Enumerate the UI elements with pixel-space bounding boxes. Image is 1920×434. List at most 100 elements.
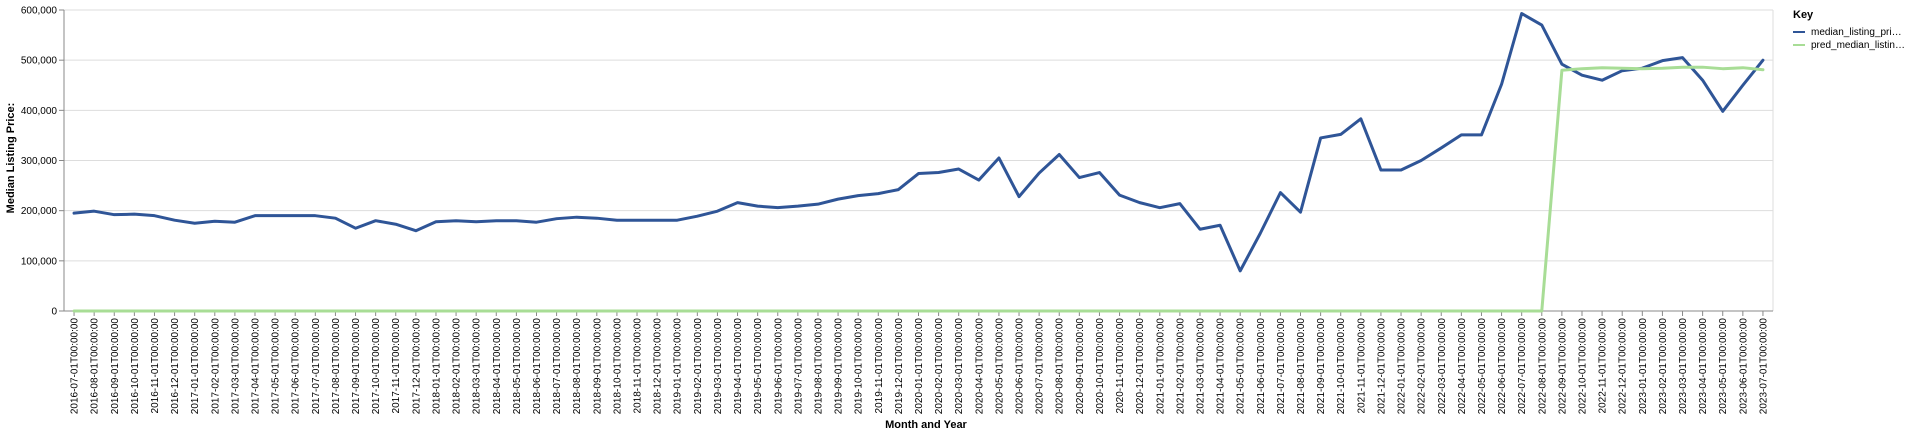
data-point-median [1560, 62, 1564, 66]
x-tick-label: 2017-09-01T00:00:00 [351, 318, 362, 415]
x-tick-label: 2018-09-01T00:00:00 [592, 318, 603, 415]
data-point-median [72, 211, 76, 215]
data-point-pred [253, 309, 257, 313]
data-point-pred [1037, 309, 1041, 313]
y-tick-label: 400,000 [21, 106, 58, 117]
data-point-pred [635, 309, 639, 313]
data-point-median [374, 219, 378, 223]
data-point-median [1479, 133, 1483, 137]
x-tick-label: 2022-12-01T00:00:00 [1618, 318, 1629, 415]
y-tick-label: 300,000 [21, 156, 58, 167]
data-point-pred [555, 309, 559, 313]
data-point-pred [595, 309, 599, 313]
data-point-median [1459, 133, 1463, 137]
data-point-pred [1118, 309, 1122, 313]
x-tick-label: 2019-09-01T00:00:00 [834, 318, 845, 415]
data-point-median [1379, 168, 1383, 172]
data-point-median [414, 229, 418, 233]
data-point-pred [213, 309, 217, 313]
data-point-pred [173, 309, 177, 313]
data-point-median [1037, 171, 1041, 175]
data-point-median [856, 194, 860, 198]
x-tick-label: 2022-03-01T00:00:00 [1437, 318, 1448, 415]
data-point-median [655, 218, 659, 222]
data-point-median [253, 214, 257, 218]
data-point-pred [1459, 309, 1463, 313]
data-point-median [1218, 223, 1222, 227]
data-point-median [575, 215, 579, 219]
data-point-pred [1339, 309, 1343, 313]
data-point-pred [72, 309, 76, 313]
x-tick-label: 2022-06-01T00:00:00 [1497, 318, 1508, 415]
x-tick-label: 2022-11-01T00:00:00 [1598, 318, 1609, 414]
x-tick-label: 2020-10-01T00:00:00 [1095, 318, 1106, 415]
series-points [72, 12, 1765, 313]
data-point-pred [1097, 309, 1101, 313]
data-point-median [997, 156, 1001, 160]
data-point-median [1118, 193, 1122, 197]
x-tick-label: 2021-03-01T00:00:00 [1195, 318, 1206, 415]
data-point-pred [1218, 309, 1222, 313]
data-point-median [1600, 78, 1604, 82]
data-point-pred [1580, 67, 1584, 71]
data-point-pred [132, 309, 136, 313]
data-point-pred [514, 309, 518, 313]
data-point-median [152, 214, 156, 218]
x-tick-label: 2017-07-01T00:00:00 [311, 318, 322, 415]
data-point-median [454, 219, 458, 223]
data-point-median [193, 221, 197, 225]
data-point-median [1077, 176, 1081, 180]
data-point-median [1721, 109, 1725, 113]
x-tick-label: 2021-12-01T00:00:00 [1376, 318, 1387, 415]
x-tick-label: 2021-04-01T00:00:00 [1216, 318, 1227, 415]
data-point-pred [876, 309, 880, 313]
data-point-pred [152, 309, 156, 313]
x-tick-label: 2019-07-01T00:00:00 [793, 318, 804, 415]
data-point-pred [293, 309, 297, 313]
data-point-pred [374, 309, 378, 313]
x-tick-label: 2021-02-01T00:00:00 [1175, 318, 1186, 415]
data-point-pred [675, 309, 679, 313]
data-point-pred [534, 309, 538, 313]
data-point-pred [715, 309, 719, 313]
x-tick-label: 2016-11-01T00:00:00 [150, 318, 161, 414]
data-point-median [876, 192, 880, 196]
data-point-median [595, 216, 599, 220]
data-point-median [273, 214, 277, 218]
data-point-median [957, 167, 961, 171]
data-point-pred [575, 309, 579, 313]
data-point-median [1138, 201, 1142, 205]
data-point-median [1419, 159, 1423, 163]
data-point-pred [1238, 309, 1242, 313]
x-tick-label: 2016-08-01T00:00:00 [90, 318, 101, 415]
data-point-median [1057, 152, 1061, 156]
data-point-pred [1077, 309, 1081, 313]
data-point-pred [1158, 309, 1162, 313]
x-tick-label: 2020-08-01T00:00:00 [1055, 318, 1066, 415]
data-point-pred [1620, 66, 1624, 70]
legend-title: Key [1793, 9, 1814, 21]
data-point-median [736, 201, 740, 205]
data-point-pred [1600, 66, 1604, 70]
data-point-pred [1721, 67, 1725, 71]
x-tick-label: 2017-04-01T00:00:00 [251, 318, 262, 415]
data-point-pred [1198, 309, 1202, 313]
data-point-pred [233, 309, 237, 313]
data-point-median [112, 213, 116, 217]
x-tick-label: 2020-06-01T00:00:00 [1015, 318, 1026, 415]
x-tick-label: 2017-05-01T00:00:00 [271, 318, 282, 415]
x-tick-label: 2016-09-01T00:00:00 [110, 318, 121, 415]
x-tick-label: 2019-06-01T00:00:00 [773, 318, 784, 415]
data-point-median [896, 188, 900, 192]
data-point-median [776, 206, 780, 210]
data-point-median [1017, 195, 1021, 199]
data-point-pred [896, 309, 900, 313]
x-tick-label: 2022-08-01T00:00:00 [1537, 318, 1548, 415]
x-tick-label: 2021-10-01T00:00:00 [1336, 318, 1347, 415]
data-point-pred [454, 309, 458, 313]
data-point-median [675, 218, 679, 222]
data-point-pred [1258, 309, 1262, 313]
data-point-median [1198, 227, 1202, 231]
data-point-median [173, 218, 177, 222]
